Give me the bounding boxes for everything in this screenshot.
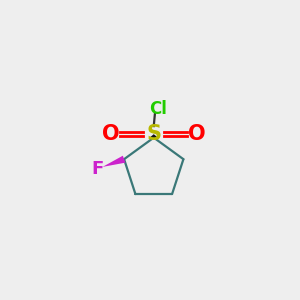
Text: O: O (102, 124, 120, 144)
Text: Cl: Cl (149, 100, 167, 118)
Text: S: S (146, 124, 161, 144)
Polygon shape (150, 134, 158, 138)
Polygon shape (103, 156, 125, 167)
Text: O: O (188, 124, 205, 144)
Text: F: F (91, 160, 103, 178)
